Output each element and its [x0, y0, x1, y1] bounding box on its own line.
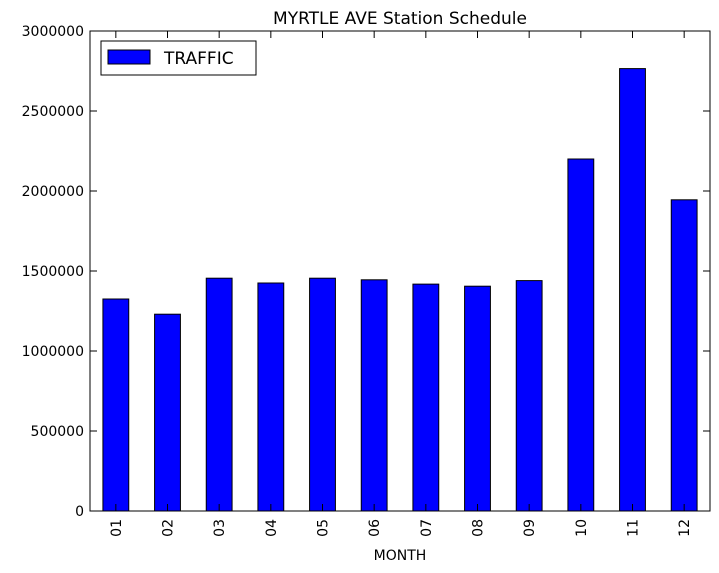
x-tick-label: 10: [574, 519, 590, 537]
plot-area: 0 500000 1000000 1500000 2000000 2500000 30000…: [22, 24, 711, 537]
bar-11: [619, 68, 646, 512]
legend-swatch-traffic: [107, 49, 151, 65]
x-tick-label: 04: [264, 519, 280, 537]
y-tick-label: 0: [75, 504, 84, 520]
x-tick-label: 01: [109, 519, 125, 537]
bar-10: [567, 158, 595, 512]
bar-08: [464, 285, 491, 512]
x-tick-label: 11: [626, 519, 642, 537]
bar-03: [205, 277, 233, 512]
legend-label-traffic: TRAFFIC: [163, 49, 234, 69]
legend: TRAFFIC: [100, 40, 257, 76]
x-axis-label: MONTH: [374, 548, 427, 564]
bar-12: [670, 199, 698, 512]
bar-04: [257, 282, 285, 512]
x-tick-label: 05: [316, 519, 332, 537]
x-tick-label: 07: [419, 519, 435, 537]
bar-05: [309, 277, 336, 512]
bar-02: [154, 313, 181, 512]
x-tick-label: 12: [677, 519, 693, 537]
y-tick-label: 1500000: [22, 264, 84, 280]
y-tick-label: 1000000: [22, 344, 84, 360]
bar-09: [515, 280, 543, 512]
x-tick-label: 09: [522, 519, 538, 537]
chart-title: MYRTLE AVE Station Schedule: [273, 9, 527, 29]
x-tick-label: 03: [212, 519, 228, 537]
bar-01: [102, 298, 130, 512]
x-tick-label: 02: [161, 519, 177, 537]
bar-06: [360, 279, 388, 512]
y-tick-label: 3000000: [22, 24, 84, 40]
x-tick-label: 06: [367, 519, 383, 537]
y-tick-label: 500000: [31, 424, 84, 440]
bar-07: [412, 283, 440, 512]
x-tick-label: 08: [471, 519, 487, 537]
y-tick-label: 2500000: [22, 104, 84, 120]
plot-frame: [89, 30, 711, 512]
y-tick-label: 2000000: [22, 184, 84, 200]
